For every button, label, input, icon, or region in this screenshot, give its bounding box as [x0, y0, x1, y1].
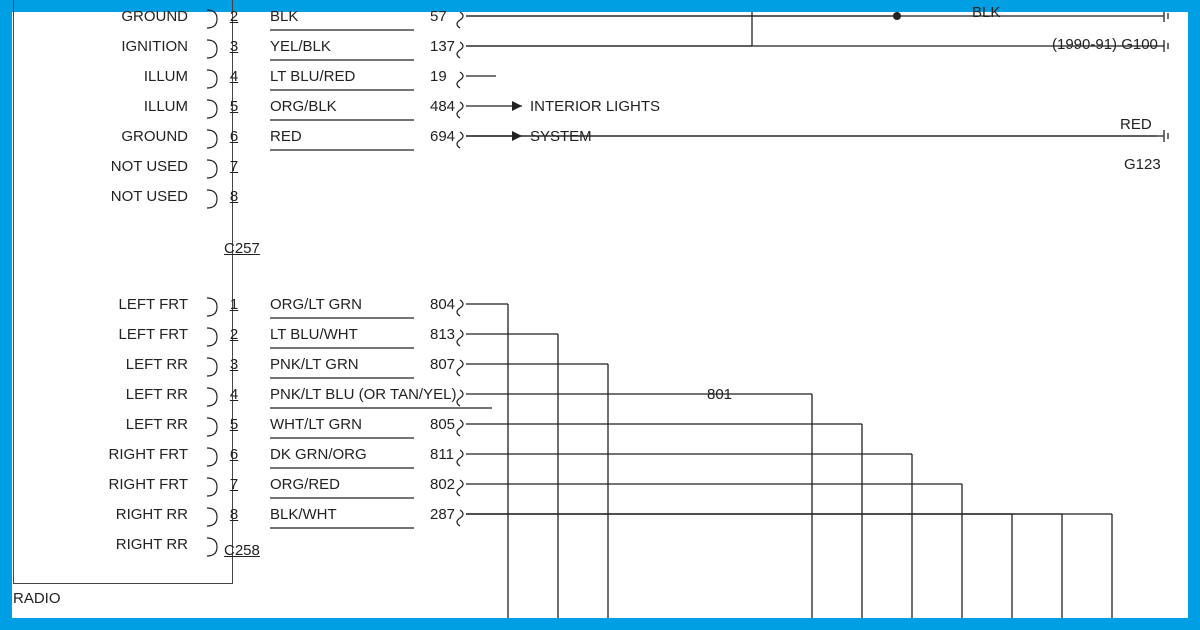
right-annotation: BLK	[972, 4, 1000, 21]
wire-color: RED	[270, 128, 302, 145]
pin-number: 7	[224, 158, 244, 175]
connector-label: C257	[224, 240, 260, 257]
pin-label: RIGHT FRT	[109, 446, 188, 463]
connector-label: C258	[224, 542, 260, 559]
pin-label: GROUND	[121, 8, 188, 25]
circuit-number: 57	[430, 8, 447, 25]
pin-number: 2	[224, 326, 244, 343]
wire-color: BLK	[270, 8, 298, 25]
circuit-number: 287	[430, 506, 455, 523]
pin-label: RIGHT FRT	[109, 476, 188, 493]
circuit-number: 801	[707, 386, 732, 403]
radio-box	[13, 0, 233, 584]
arrow-annotation: SYSTEM	[530, 128, 592, 145]
wire-color: YEL/BLK	[270, 38, 331, 55]
pin-label: LEFT FRT	[119, 296, 188, 313]
pin-number: 7	[224, 476, 244, 493]
pin-label: LEFT FRT	[119, 326, 188, 343]
pin-number: 3	[224, 356, 244, 373]
pin-number: 1	[224, 296, 244, 313]
wire-color: DK GRN/ORG	[270, 446, 367, 463]
pin-label: LEFT RR	[126, 386, 188, 403]
circuit-number: 137	[430, 38, 455, 55]
circuit-number: 807	[430, 356, 455, 373]
right-annotation: G123	[1124, 156, 1161, 173]
wire-color: PNK/LT BLU (OR TAN/YEL)	[270, 386, 456, 403]
pin-label: LEFT RR	[126, 356, 188, 373]
pin-label: IGNITION	[121, 38, 188, 55]
radio-label: RADIO	[13, 590, 61, 607]
circuit-number: 804	[430, 296, 455, 313]
wire-color: LT BLU/RED	[270, 68, 355, 85]
pin-label: NOT USED	[111, 188, 188, 205]
diagram-canvas: RADIOGROUND2BLK57IGNITION3YEL/BLK137ILLU…	[12, 12, 1188, 618]
pin-label: ILLUM	[144, 68, 188, 85]
wire-color: WHT/LT GRN	[270, 416, 362, 433]
circuit-number: 813	[430, 326, 455, 343]
circuit-number: 802	[430, 476, 455, 493]
pin-number: 4	[224, 386, 244, 403]
wire-color: PNK/LT GRN	[270, 356, 359, 373]
pin-number: 5	[224, 416, 244, 433]
pin-number: 4	[224, 68, 244, 85]
pin-label: ILLUM	[144, 98, 188, 115]
pin-number: 3	[224, 38, 244, 55]
pin-label: RIGHT RR	[116, 506, 188, 523]
arrow-annotation: INTERIOR LIGHTS	[530, 98, 660, 115]
wire-color: BLK/WHT	[270, 506, 337, 523]
wire-color: LT BLU/WHT	[270, 326, 358, 343]
circuit-number: 811	[430, 446, 454, 463]
wire-color: ORG/BLK	[270, 98, 337, 115]
pin-number: 6	[224, 446, 244, 463]
pin-number: 8	[224, 188, 244, 205]
pin-number: 2	[224, 8, 244, 25]
pin-number: 5	[224, 98, 244, 115]
wire-color: ORG/RED	[270, 476, 340, 493]
pin-label: LEFT RR	[126, 416, 188, 433]
pin-label: RIGHT RR	[116, 536, 188, 553]
pin-number: 6	[224, 128, 244, 145]
right-annotation: RED	[1120, 116, 1152, 133]
wire-color: ORG/LT GRN	[270, 296, 362, 313]
right-annotation: (1990-91) G100	[1052, 36, 1158, 53]
pin-label: GROUND	[121, 128, 188, 145]
circuit-number: 19	[430, 68, 447, 85]
circuit-number: 805	[430, 416, 455, 433]
pin-label: NOT USED	[111, 158, 188, 175]
circuit-number: 694	[430, 128, 455, 145]
pin-number: 8	[224, 506, 244, 523]
circuit-number: 484	[430, 98, 455, 115]
